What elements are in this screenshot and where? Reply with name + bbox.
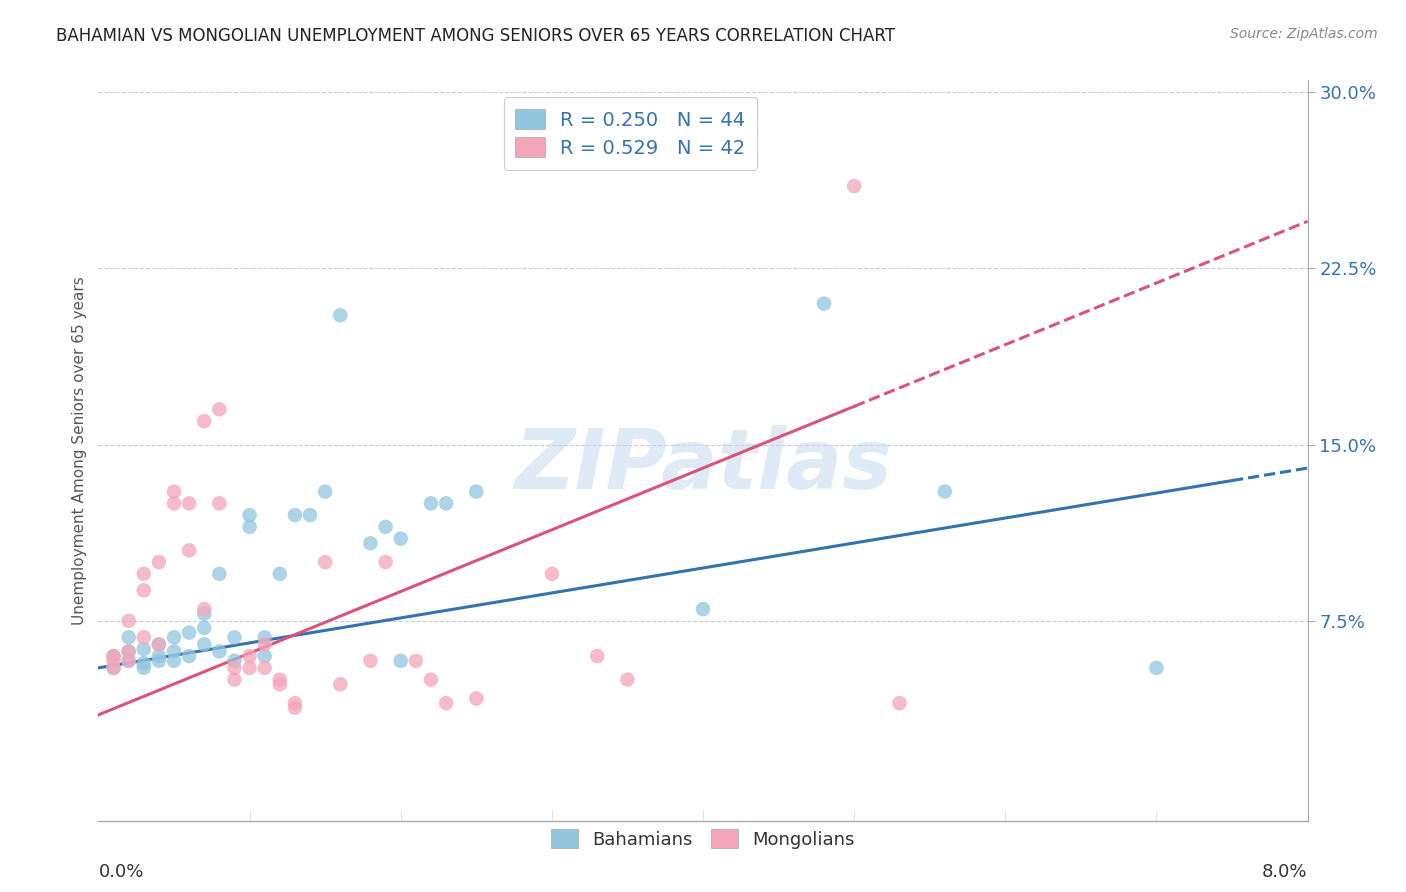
Point	[239, 508, 262, 522]
Point	[420, 673, 443, 687]
Point	[224, 630, 246, 644]
Text: 0.0%: 0.0%	[98, 863, 143, 881]
Point	[314, 555, 336, 569]
Point	[692, 602, 714, 616]
Point	[179, 496, 201, 510]
Text: BAHAMIAN VS MONGOLIAN UNEMPLOYMENT AMONG SENIORS OVER 65 YEARS CORRELATION CHART: BAHAMIAN VS MONGOLIAN UNEMPLOYMENT AMONG…	[56, 27, 896, 45]
Point	[163, 644, 186, 658]
Point	[314, 484, 336, 499]
Point	[253, 637, 276, 651]
Point	[405, 654, 427, 668]
Point	[253, 661, 276, 675]
Point	[299, 508, 322, 522]
Point	[148, 654, 170, 668]
Point	[132, 661, 155, 675]
Point	[934, 484, 956, 499]
Point	[208, 566, 231, 581]
Point	[132, 630, 155, 644]
Point	[163, 484, 186, 499]
Point	[389, 654, 412, 668]
Point	[434, 696, 457, 710]
Point	[329, 308, 352, 322]
Point	[118, 644, 141, 658]
Point	[284, 701, 307, 715]
Point	[193, 602, 215, 616]
Point	[179, 543, 201, 558]
Point	[329, 677, 352, 691]
Point	[118, 630, 141, 644]
Point	[208, 402, 231, 417]
Point	[224, 654, 246, 668]
Point	[253, 630, 276, 644]
Point	[132, 566, 155, 581]
Point	[284, 696, 307, 710]
Point	[179, 625, 201, 640]
Point	[420, 496, 443, 510]
Point	[148, 637, 170, 651]
Point	[434, 496, 457, 510]
Point	[132, 583, 155, 598]
Point	[253, 649, 276, 664]
Point	[193, 607, 215, 621]
Point	[586, 649, 609, 664]
Text: 8.0%: 8.0%	[1263, 863, 1308, 881]
Y-axis label: Unemployment Among Seniors over 65 years: Unemployment Among Seniors over 65 years	[72, 277, 87, 624]
Legend: Bahamians, Mongolians: Bahamians, Mongolians	[544, 822, 862, 856]
Point	[269, 677, 291, 691]
Point	[374, 555, 396, 569]
Point	[889, 696, 911, 710]
Point	[193, 621, 215, 635]
Point	[374, 520, 396, 534]
Point	[193, 414, 215, 428]
Point	[118, 614, 141, 628]
Point	[360, 536, 382, 550]
Point	[360, 654, 382, 668]
Point	[284, 508, 307, 522]
Point	[208, 496, 231, 510]
Point	[269, 673, 291, 687]
Point	[224, 661, 246, 675]
Point	[118, 654, 141, 668]
Point	[163, 630, 186, 644]
Point	[844, 179, 866, 194]
Point	[132, 656, 155, 670]
Point	[148, 649, 170, 664]
Point	[224, 673, 246, 687]
Point	[193, 637, 215, 651]
Point	[1146, 661, 1168, 675]
Point	[208, 644, 231, 658]
Point	[118, 654, 141, 668]
Point	[148, 637, 170, 651]
Point	[465, 691, 488, 706]
Point	[118, 644, 141, 658]
Point	[465, 484, 488, 499]
Point	[239, 520, 262, 534]
Point	[813, 296, 835, 310]
Point	[269, 566, 291, 581]
Point	[148, 555, 170, 569]
Point	[163, 654, 186, 668]
Text: Source: ZipAtlas.com: Source: ZipAtlas.com	[1230, 27, 1378, 41]
Point	[103, 649, 125, 664]
Point	[103, 654, 125, 668]
Point	[132, 642, 155, 657]
Point	[389, 532, 412, 546]
Point	[103, 661, 125, 675]
Point	[163, 496, 186, 510]
Point	[103, 661, 125, 675]
Point	[239, 661, 262, 675]
Text: ZIPatlas: ZIPatlas	[515, 425, 891, 506]
Point	[179, 649, 201, 664]
Point	[239, 649, 262, 664]
Point	[103, 649, 125, 664]
Point	[616, 673, 638, 687]
Point	[540, 566, 562, 581]
